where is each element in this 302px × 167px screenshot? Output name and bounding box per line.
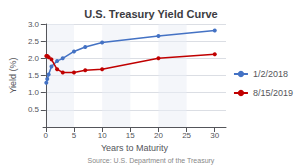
svg-text:U.S. Treasury Yield Curve: U.S. Treasury Yield Curve	[84, 8, 217, 20]
svg-text:15: 15	[126, 131, 135, 140]
svg-text:10: 10	[98, 131, 107, 140]
svg-text:2.0: 2.0	[28, 54, 40, 63]
svg-text:Years to Maturity: Years to Maturity	[101, 143, 169, 153]
svg-text:Source: U.S. Department of the: Source: U.S. Department of the Treasury	[88, 157, 215, 165]
svg-text:1/2/2018: 1/2/2018	[253, 69, 288, 79]
svg-text:0.5: 0.5	[28, 105, 40, 114]
svg-text:0: 0	[44, 131, 49, 140]
svg-text:5: 5	[72, 131, 77, 140]
svg-text:25: 25	[182, 131, 191, 140]
svg-text:20: 20	[154, 131, 163, 140]
svg-text:1.0: 1.0	[28, 88, 40, 97]
svg-text:8/15/2019: 8/15/2019	[253, 88, 293, 98]
svg-text:30: 30	[210, 131, 219, 140]
svg-text:2.5: 2.5	[28, 37, 40, 46]
svg-text:3.0: 3.0	[28, 20, 40, 29]
svg-text:1.5: 1.5	[28, 71, 40, 80]
svg-text:Yield (%): Yield (%)	[8, 57, 18, 93]
